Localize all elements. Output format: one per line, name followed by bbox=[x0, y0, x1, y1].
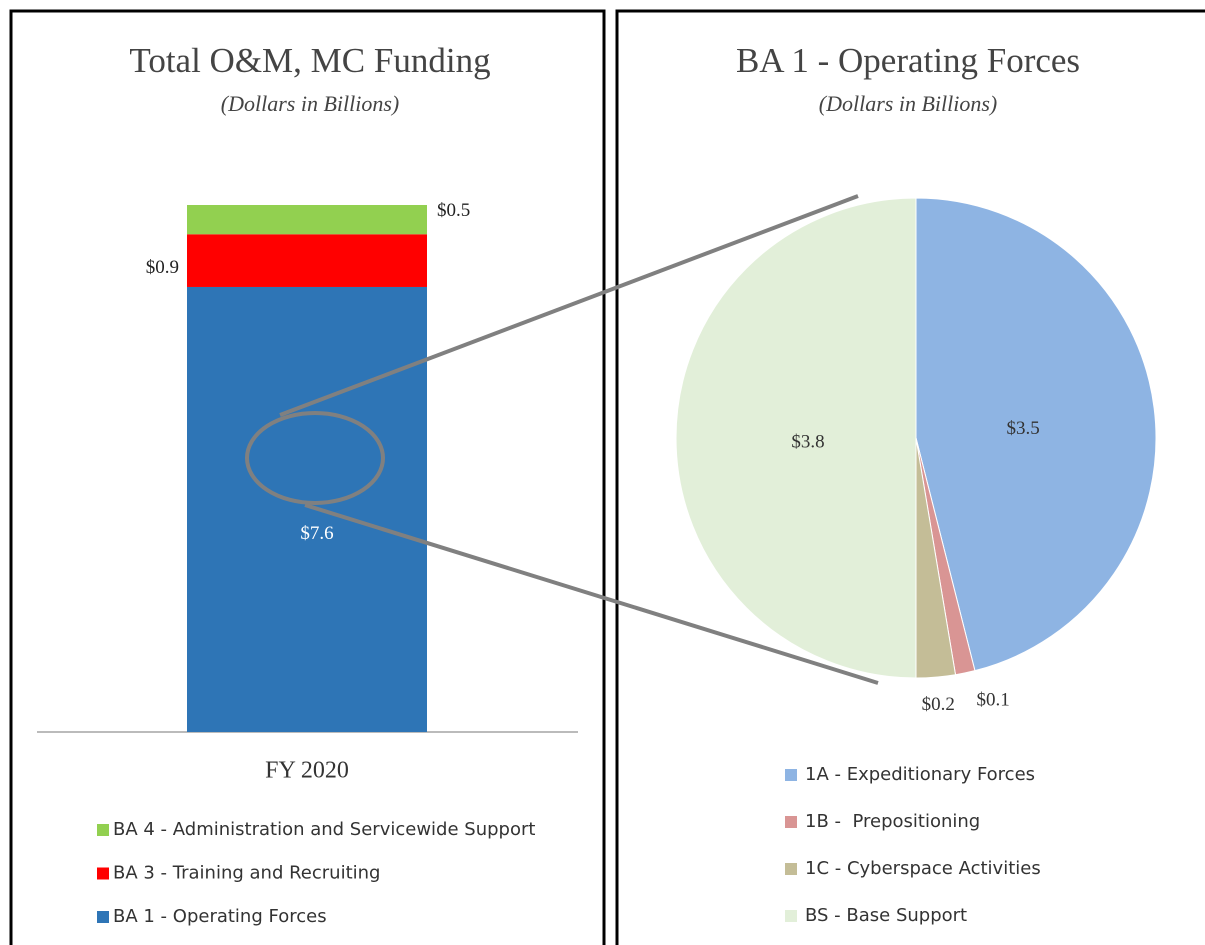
legend-label: 1B - Prepositioning bbox=[805, 811, 980, 832]
bar-segment bbox=[187, 286, 427, 732]
legend-label: 1A - Expeditionary Forces bbox=[805, 764, 1035, 785]
zoom-line bbox=[304, 503, 879, 685]
chart-subtitle: (Dollars in Billions) bbox=[819, 91, 997, 116]
pie-slice bbox=[915, 197, 1157, 672]
value-label: $3.8 bbox=[791, 431, 824, 452]
legend-label: BA 4 - Administration and Servicewide Su… bbox=[113, 819, 535, 840]
zoom-ellipse bbox=[245, 411, 385, 505]
pie-slice bbox=[675, 197, 917, 679]
bar-segment bbox=[187, 205, 427, 235]
legend-swatch bbox=[97, 824, 109, 836]
value-label: $7.6 bbox=[300, 523, 333, 544]
zoom-connector bbox=[245, 194, 879, 685]
right-panel bbox=[615, 9, 1205, 945]
legend-label: BS - Base Support bbox=[805, 905, 967, 926]
legend-label: BA 3 - Training and Recruiting bbox=[113, 863, 380, 884]
left-panel bbox=[9, 9, 606, 945]
value-label: $0.2 bbox=[922, 694, 955, 715]
zoom-line bbox=[279, 194, 859, 417]
chart-subtitle: (Dollars in Billions) bbox=[221, 91, 399, 116]
legend-swatch bbox=[785, 863, 797, 875]
legend-label: 1C - Cyberspace Activities bbox=[805, 858, 1041, 879]
marks: FY 2020 $7.6 $0.9 $0.5 BA 1 - Operating Forc… bbox=[97, 197, 1157, 927]
bar-segment bbox=[187, 234, 427, 287]
legend-label: BA 1 - Operating Forces bbox=[113, 906, 327, 927]
value-label: $3.5 bbox=[1007, 418, 1040, 439]
value-label: $0.1 bbox=[977, 689, 1010, 710]
legend-swatch bbox=[785, 769, 797, 781]
legend-swatch bbox=[97, 911, 109, 923]
chart-title: BA 1 - Operating Forces bbox=[736, 41, 1080, 80]
legend-swatch bbox=[97, 867, 109, 880]
chart-title: Total O&M, MC Funding bbox=[129, 41, 490, 80]
value-label: $0.5 bbox=[437, 200, 470, 221]
legend-swatch bbox=[785, 816, 797, 828]
x-tick-label: FY 2020 bbox=[265, 758, 349, 784]
legend-swatch bbox=[785, 910, 797, 922]
value-label: $0.9 bbox=[146, 257, 179, 278]
